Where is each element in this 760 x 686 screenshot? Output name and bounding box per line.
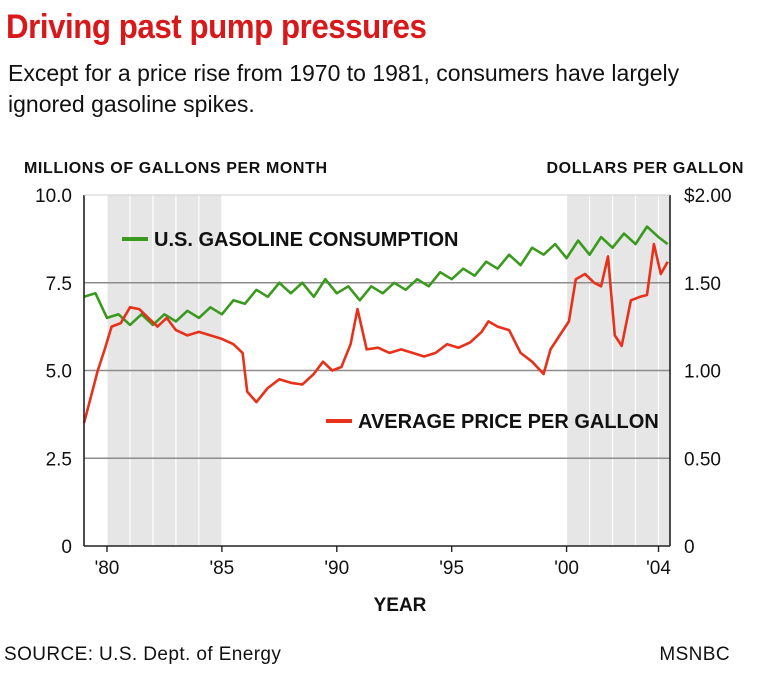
left-axis-title: MILLIONS OF GALLONS PER MONTH [24,160,328,177]
left-tick-label: 10.0 [35,186,72,207]
right-axis-ticks: 0 0.50 1.00 1.50 $2.00 [684,186,732,558]
x-axis-ticks: '80 '85 '90 '95 '00 '04 [95,546,671,579]
series-lines [82,225,669,424]
left-tick-label: 5.0 [46,362,72,383]
x-axis-title: YEAR [374,595,427,616]
chart-subtitle: Except for a price rise from 1970 to 198… [8,60,680,117]
legend: U.S. GASOLINE CONSUMPTION AVERAGE PRICE … [122,229,659,433]
x-tick-label: '95 [439,558,464,579]
left-tick-label: 7.5 [46,274,72,295]
price-line [82,242,669,424]
left-tick-label: 2.5 [46,449,72,470]
left-tick-label: 0 [61,537,72,558]
right-axis-title: DOLLARS PER GALLON [546,160,744,177]
credit-note: MSNBC [659,644,730,665]
line-chart: 0 2.5 5.0 7.5 10.0 0 0.50 1.00 1.50 $2.00 '80 '85… [35,186,732,616]
horizontal-gridlines [84,282,670,459]
consumption-line [83,225,669,327]
legend-label-consumption: U.S. GASOLINE CONSUMPTION [154,229,458,251]
plot-frame [83,194,671,547]
x-tick-label: '00 [554,558,579,579]
x-tick-label: '80 [95,558,120,579]
x-tick-label: '04 [646,558,671,579]
right-tick-label: 1.50 [684,274,721,295]
right-tick-label: 1.00 [684,362,721,383]
right-tick-label: $2.00 [684,186,732,207]
legend-label-price: AVERAGE PRICE PER GALLON [358,411,659,433]
x-tick-label: '85 [209,558,234,579]
source-note: SOURCE: U.S. Dept. of Energy [4,644,282,665]
left-axis-ticks: 0 2.5 5.0 7.5 10.0 [35,186,72,558]
right-tick-label: 0 [684,537,695,558]
right-tick-label: 0.50 [684,449,721,470]
x-tick-label: '90 [324,558,349,579]
chart-title: Driving past pump pressures [6,8,427,46]
